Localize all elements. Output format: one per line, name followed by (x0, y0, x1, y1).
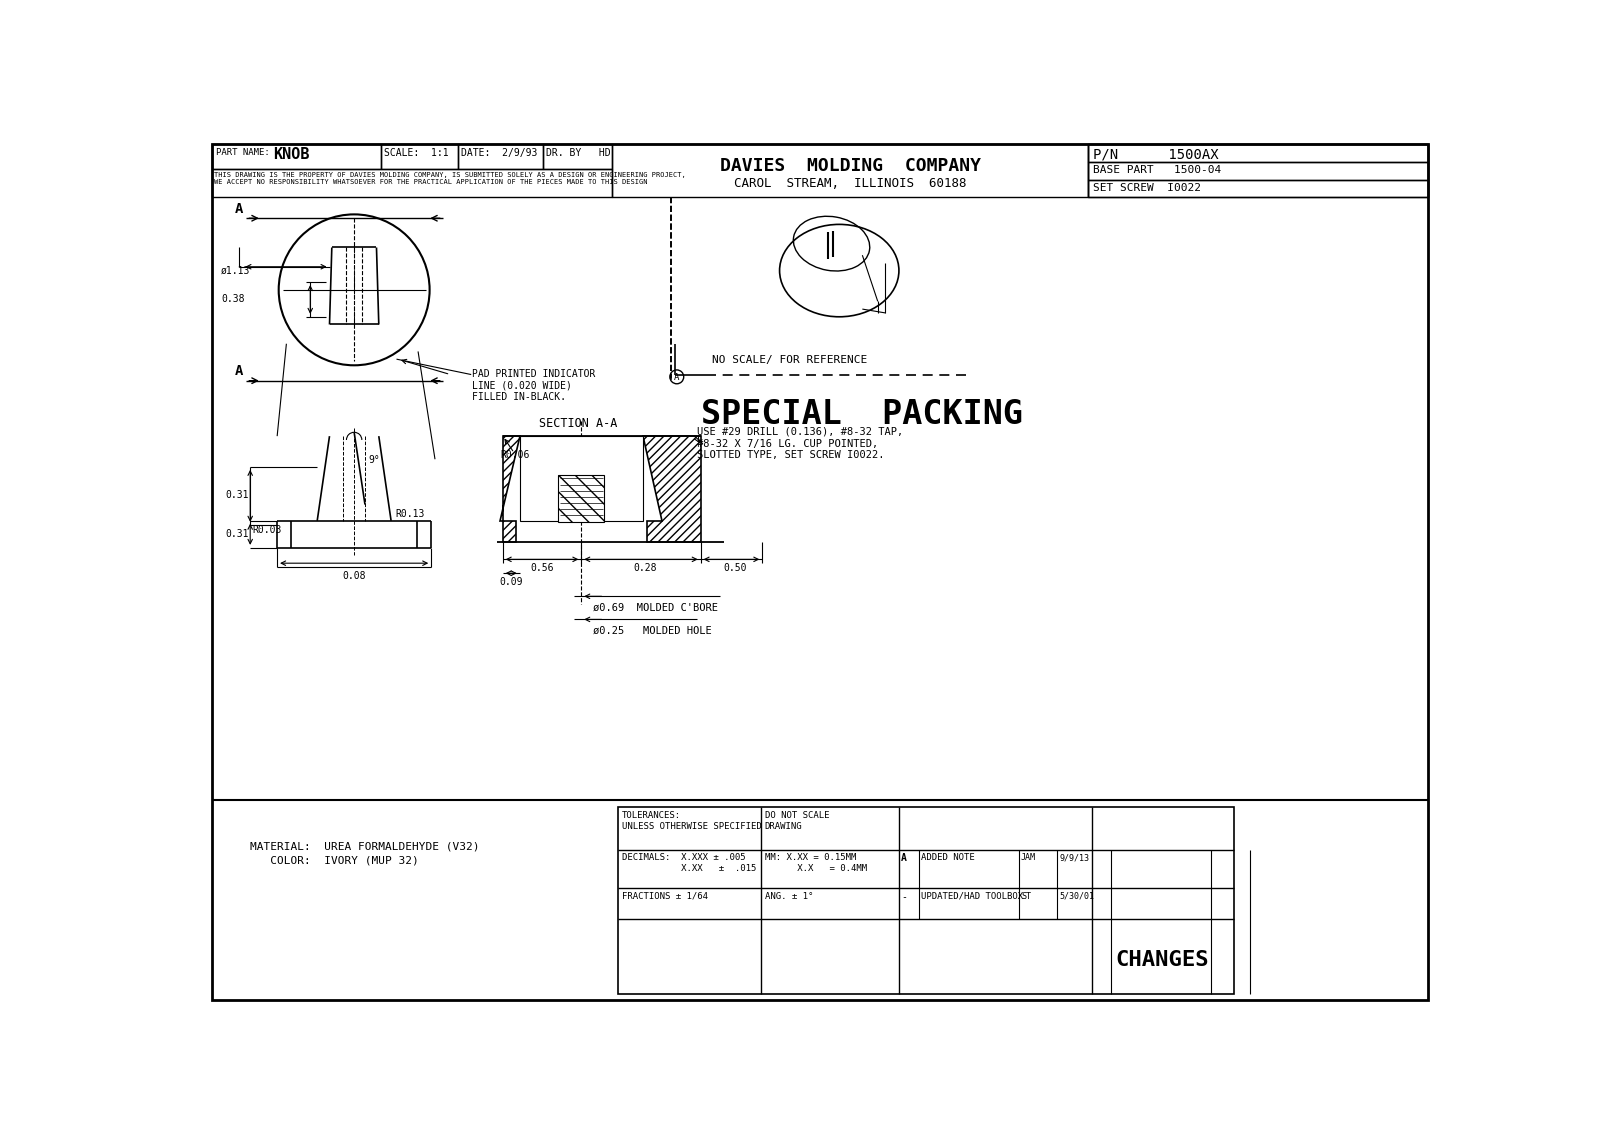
Bar (618, 807, 1234, 994)
Text: A: A (901, 854, 907, 864)
Text: ADDED NOTE: ADDED NOTE (922, 854, 974, 863)
Text: FRACTIONS ± 1/64: FRACTIONS ± 1/64 (622, 892, 709, 901)
Text: MATERIAL:  UREA FORMALDEHYDE (V32): MATERIAL: UREA FORMALDEHYDE (V32) (250, 842, 480, 852)
Text: R0.13: R0.13 (395, 509, 424, 520)
Bar (211, 169, 613, 197)
Bar (613, 144, 1088, 197)
Text: DO NOT SCALE
DRAWING: DO NOT SCALE DRAWING (765, 812, 829, 831)
Bar (542, 144, 613, 169)
Text: 0.08: 0.08 (342, 571, 366, 581)
Text: BASE PART   1500-04: BASE PART 1500-04 (1093, 165, 1222, 175)
Text: ø0.25   MOLDED HOLE: ø0.25 MOLDED HOLE (594, 626, 712, 635)
Text: 0.28: 0.28 (634, 564, 656, 573)
Text: P/N      1500AX: P/N 1500AX (1093, 147, 1219, 162)
Text: PAD PRINTED INDICATOR
LINE (0.020 WIDE)
FILLED IN-BLACK.: PAD PRINTED INDICATOR LINE (0.020 WIDE) … (472, 369, 595, 402)
Text: CAROL  STREAM,  ILLINOIS  60188: CAROL STREAM, ILLINOIS 60188 (734, 178, 966, 190)
Text: 0.38: 0.38 (221, 294, 245, 305)
Text: DAVIES  MOLDING  COMPANY: DAVIES MOLDING COMPANY (720, 157, 981, 175)
Text: -: - (901, 892, 907, 902)
Bar (520, 436, 643, 521)
Text: SCALE:  1:1: SCALE: 1:1 (384, 148, 450, 158)
Text: DR. BY   HD: DR. BY HD (546, 148, 611, 158)
Text: COLOR:  IVORY (MUP 32): COLOR: IVORY (MUP 32) (250, 855, 419, 865)
Text: 0.09: 0.09 (499, 577, 523, 588)
Bar (458, 144, 542, 169)
Text: 9/9/13: 9/9/13 (1059, 854, 1090, 863)
Text: SET SCREW  I0022: SET SCREW I0022 (1093, 182, 1202, 192)
Text: MM: X.XX = 0.15MM
      X.X   = 0.4MM: MM: X.XX = 0.15MM X.X = 0.4MM (765, 854, 867, 873)
Text: A: A (674, 374, 680, 383)
Text: 0.56: 0.56 (531, 564, 554, 573)
Text: 0.31: 0.31 (226, 529, 250, 539)
Polygon shape (643, 436, 701, 542)
Polygon shape (501, 436, 520, 542)
Text: ø0.69  MOLDED C'BORE: ø0.69 MOLDED C'BORE (594, 602, 718, 612)
Text: 9°: 9° (370, 455, 381, 465)
Bar (211, 144, 381, 169)
Text: DECIMALS:  X.XXX ± .005
           X.XX   ±  .015: DECIMALS: X.XXX ± .005 X.XX ± .015 (622, 854, 757, 873)
Text: DATE:  2/9/93: DATE: 2/9/93 (461, 148, 538, 158)
Bar (1088, 144, 1429, 162)
Text: JAM: JAM (1021, 854, 1035, 863)
Text: USE #29 DRILL (0.136), #8-32 TAP,
#8-32 X 7/16 LG. CUP POINTED,
SLOTTED TYPE, SE: USE #29 DRILL (0.136), #8-32 TAP, #8-32 … (698, 427, 902, 460)
Text: 0.50: 0.50 (723, 564, 747, 573)
Bar (1088, 144, 1429, 197)
Text: TOLERANCES:
UNLESS OTHERWISE SPECIFIED: TOLERANCES: UNLESS OTHERWISE SPECIFIED (622, 812, 762, 831)
Text: ANG. ± 1°: ANG. ± 1° (765, 892, 813, 901)
Bar (1088, 180, 1429, 197)
Text: SECTION A-A: SECTION A-A (539, 417, 618, 430)
Text: KNOB: KNOB (274, 147, 310, 162)
Bar (558, 474, 605, 522)
Text: R0.03: R0.03 (253, 525, 282, 534)
Text: ST: ST (1021, 892, 1030, 901)
Text: PART NAME:: PART NAME: (216, 148, 270, 157)
Text: 0.31: 0.31 (226, 490, 250, 500)
Text: SPECIAL  PACKING: SPECIAL PACKING (701, 397, 1022, 430)
Text: ø1.13: ø1.13 (221, 266, 250, 275)
Text: THIS DRAWING IS THE PROPERTY OF DAVIES MOLDING COMPANY, IS SUBMITTED SOLELY AS A: THIS DRAWING IS THE PROPERTY OF DAVIES M… (214, 172, 686, 185)
Text: A: A (235, 365, 243, 378)
Text: 5/30/01: 5/30/01 (1059, 892, 1094, 901)
Bar (1088, 162, 1429, 180)
Text: UPDATED/HAD TOOLBOX: UPDATED/HAD TOOLBOX (922, 892, 1022, 901)
Bar (381, 144, 458, 169)
Text: CHANGES: CHANGES (1115, 950, 1210, 970)
Text: R0.06: R0.06 (501, 451, 530, 460)
Text: NO SCALE/ FOR REFERENCE: NO SCALE/ FOR REFERENCE (712, 355, 867, 366)
Text: A: A (235, 201, 243, 216)
